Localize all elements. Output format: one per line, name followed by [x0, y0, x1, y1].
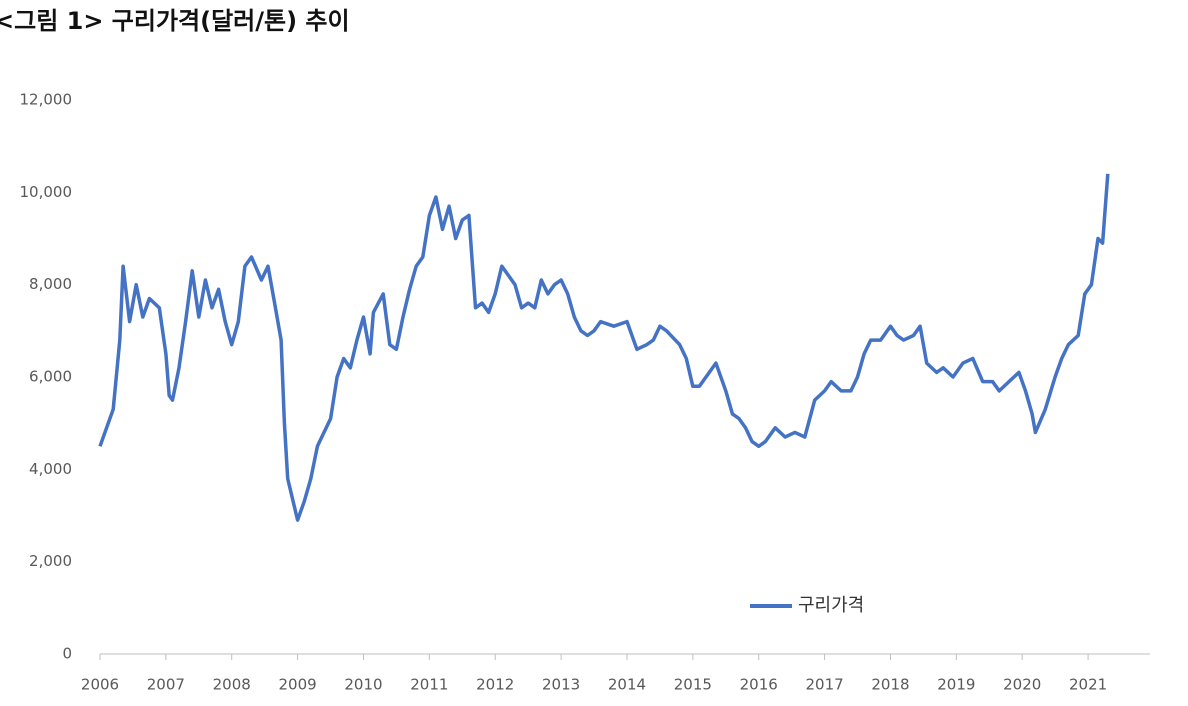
y-tick-label: 12,000 — [20, 91, 73, 109]
x-tick-label: 2009 — [279, 676, 317, 694]
x-tick-label: 2008 — [213, 676, 251, 694]
y-tick-label: 0 — [62, 645, 72, 663]
legend-label: 구리가격 — [798, 595, 864, 616]
x-tick-label: 2020 — [1003, 676, 1041, 694]
x-tick-label: 2011 — [410, 676, 448, 694]
x-tick-label: 2016 — [740, 676, 778, 694]
x-tick-label: 2013 — [542, 676, 580, 694]
x-tick-label: 2012 — [476, 676, 514, 694]
y-tick-label: 8,000 — [29, 275, 72, 293]
x-tick-label: 2010 — [344, 676, 382, 694]
x-tick-label: 2015 — [674, 676, 712, 694]
y-tick-label: 4,000 — [29, 460, 72, 478]
x-tick-label: 2018 — [871, 676, 909, 694]
x-tick-label: 2006 — [81, 676, 119, 694]
x-tick-label: 2017 — [805, 676, 843, 694]
y-tick-label: 10,000 — [20, 183, 73, 201]
x-tick-label: 2014 — [608, 676, 646, 694]
y-tick-label: 6,000 — [29, 368, 72, 386]
x-tick-label: 2007 — [147, 676, 185, 694]
chart-title: <그림 1> 구리가격(달러/톤) 추이 — [0, 7, 350, 35]
y-tick-label: 2,000 — [29, 552, 72, 570]
x-tick-label: 2021 — [1069, 676, 1107, 694]
x-tick-label: 2019 — [937, 676, 975, 694]
line-series — [98, 173, 1110, 522]
